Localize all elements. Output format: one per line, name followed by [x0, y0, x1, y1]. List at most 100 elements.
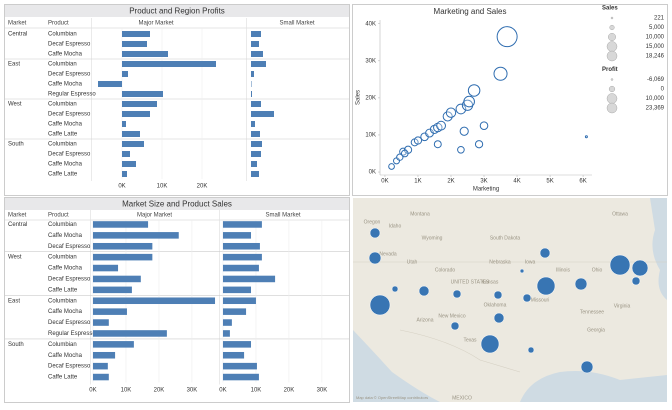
bar	[92, 297, 216, 305]
legend-label: 221	[654, 16, 665, 22]
product-label: Caffe Latte	[48, 132, 78, 138]
column-header: Major Market	[137, 213, 172, 219]
product-label: Columbian	[48, 102, 77, 108]
x-tick-label: 20K	[197, 184, 208, 190]
map-marker	[369, 227, 381, 239]
bubble	[479, 121, 489, 130]
map-label: Georgia	[587, 327, 605, 333]
legend-label: 15,000	[646, 44, 665, 50]
bubble	[463, 95, 475, 108]
legend-symbol	[608, 33, 616, 41]
bar	[251, 131, 260, 137]
column-header: Major Market	[138, 21, 173, 27]
bar	[122, 151, 130, 157]
legend-title: Sales	[602, 6, 618, 12]
bar	[92, 286, 132, 294]
x-tick-label: 20K	[284, 388, 295, 394]
bar	[251, 81, 252, 87]
map-marker	[539, 247, 551, 259]
legend-symbol	[610, 16, 614, 20]
panel-title: Market Size and Product Sales	[122, 200, 232, 209]
bar	[222, 286, 252, 294]
product-label: Caffe Latte	[48, 172, 78, 178]
bar	[122, 101, 157, 107]
map-marker	[480, 334, 500, 354]
bar	[222, 362, 257, 370]
product-label: Caffe Mocha	[48, 82, 83, 88]
y-tick-label: 30K	[365, 58, 376, 64]
x-tick-label: 10K	[121, 388, 132, 394]
map-marker	[527, 346, 535, 354]
bubble	[455, 103, 467, 115]
x-tick-label: 4K	[513, 179, 520, 185]
legend-label: 10,000	[646, 96, 665, 102]
bar	[251, 41, 259, 47]
bar	[92, 341, 134, 348]
x-tick-label: 5K	[546, 179, 553, 185]
product-label: Columbian	[48, 222, 77, 228]
product-label: Decaf Espresso	[48, 277, 91, 283]
map-marker	[609, 254, 631, 276]
bubble	[436, 120, 446, 131]
map-marker	[452, 289, 462, 299]
map-water	[520, 371, 667, 402]
map-label: Illinois	[556, 267, 570, 273]
x-tick-label: 0K	[219, 388, 226, 394]
bubble	[459, 126, 469, 136]
x-tick-label: 30K	[317, 388, 328, 394]
legend-label: -6,069	[647, 77, 665, 83]
map-marker	[631, 259, 649, 277]
map-label: South Dakota	[490, 235, 521, 241]
bar	[92, 221, 149, 228]
legend-symbol	[609, 24, 615, 31]
product-label: Caffe Latte	[48, 375, 78, 381]
column-header: Market	[8, 21, 27, 27]
x-axis-label: Marketing	[473, 187, 499, 193]
product-label: Caffe Mocha	[48, 309, 83, 315]
x-tick-label: 10K	[157, 184, 168, 190]
legend-label: 18,246	[646, 54, 665, 60]
bar	[222, 351, 245, 359]
panel-border	[352, 4, 668, 196]
bubble	[584, 135, 588, 139]
map-marker	[522, 293, 532, 303]
y-tick-label: 40K	[365, 21, 376, 27]
map-marker	[369, 294, 391, 316]
bar	[222, 308, 247, 315]
panel-border	[4, 4, 350, 196]
bar	[251, 71, 254, 77]
map-marker	[368, 251, 382, 265]
bar	[251, 151, 261, 157]
bar	[122, 71, 128, 77]
bubble	[496, 26, 518, 48]
map-label: Iowa	[525, 259, 536, 265]
bar	[92, 232, 179, 239]
map-label: Ottawa	[612, 211, 628, 217]
panel-title: Product and Region Profits	[129, 7, 225, 16]
legend-symbol	[608, 85, 616, 93]
bar	[92, 242, 153, 250]
bar	[251, 141, 262, 147]
bar	[222, 232, 252, 239]
map-label: UNITED STATES	[451, 279, 490, 285]
map-label: Wyoming	[422, 235, 443, 241]
map-label: Idaho	[389, 223, 402, 229]
map-attribution: Map data © OpenStreetMap contributors	[356, 395, 428, 400]
bar	[251, 121, 255, 127]
legend-symbol	[606, 102, 618, 114]
legend-symbol	[610, 78, 614, 81]
legend-label: 0	[661, 87, 665, 93]
bar	[122, 131, 140, 137]
legend-symbol	[606, 41, 618, 52]
product-label: Columbian	[48, 298, 77, 304]
bubble	[474, 140, 484, 149]
product-label: Caffe Mocha	[48, 353, 83, 359]
bar	[98, 81, 122, 87]
map-label: Nevada	[379, 251, 396, 257]
market-label: South	[8, 142, 24, 148]
product-label: Caffe Mocha	[48, 162, 83, 168]
column-header: Product	[48, 213, 69, 219]
bubble	[400, 149, 409, 158]
map-label: MEXICO	[452, 395, 472, 401]
